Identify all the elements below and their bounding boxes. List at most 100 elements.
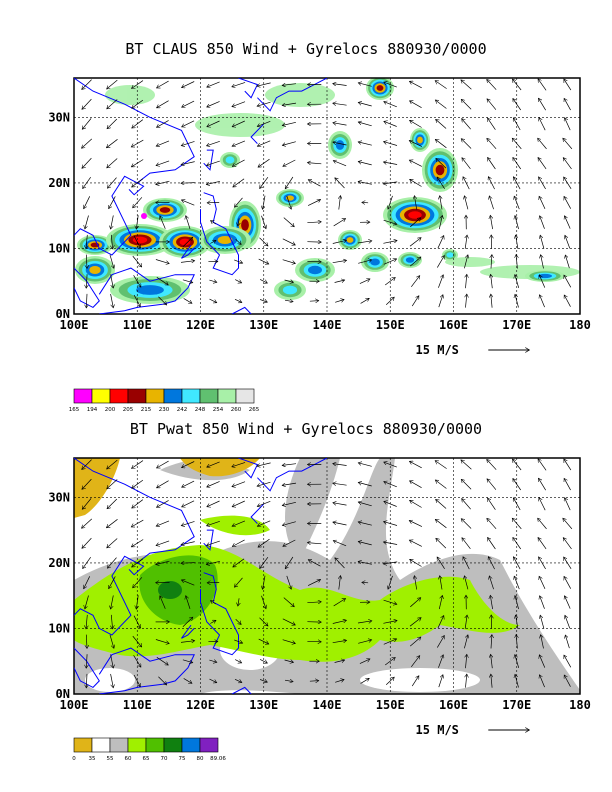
colorbar-label: 265 — [249, 407, 260, 413]
colorbar-swatch — [181, 388, 201, 404]
panel-2-gridlines — [74, 458, 580, 694]
wind-vector — [158, 676, 166, 685]
wind-vector — [539, 655, 546, 668]
wind-vector — [462, 119, 471, 130]
wind-vector — [462, 499, 471, 510]
wind-vector — [157, 120, 169, 127]
wind-vector — [156, 160, 170, 166]
wind-vector — [157, 80, 169, 88]
wind-vector — [383, 562, 398, 564]
colorbar-swatch — [163, 737, 183, 753]
colorbar-label: 0 — [72, 756, 76, 762]
wind-vector — [461, 519, 472, 529]
lon-tick-label: 120E — [186, 698, 215, 712]
wind-vector — [384, 657, 395, 666]
wind-vector — [461, 479, 472, 490]
wind-vector — [133, 674, 140, 687]
wind-vector — [384, 462, 397, 468]
colorbar-label: 60 — [125, 756, 132, 762]
wind-vector — [410, 481, 422, 489]
wind-vector — [436, 119, 447, 129]
wind-vector — [259, 279, 267, 283]
wind-vector — [563, 79, 572, 91]
wind-vector — [563, 459, 572, 471]
coastline — [74, 267, 100, 309]
wind-vector — [84, 576, 91, 589]
wind-vector — [232, 140, 246, 146]
cloud-contour — [159, 207, 171, 213]
wind-vector — [133, 197, 143, 208]
wind-vector — [384, 142, 398, 146]
wind-vector — [488, 118, 496, 130]
wind-vector — [260, 176, 269, 188]
wind-vector — [86, 254, 87, 269]
wind-vector — [282, 102, 297, 105]
coastline — [231, 306, 252, 314]
wind-vector — [285, 556, 294, 569]
wind-vector — [260, 556, 269, 568]
wind-vector — [235, 239, 242, 244]
wind-vector — [282, 84, 297, 86]
wind-vector — [132, 255, 142, 267]
wind-vector — [514, 576, 520, 590]
wind-vector — [86, 654, 87, 668]
wind-vector — [464, 255, 468, 269]
wind-vector — [436, 538, 447, 549]
colorbar-label: 165 — [69, 407, 80, 413]
coastline — [250, 503, 265, 524]
wind-vector — [180, 641, 195, 643]
wind-vector — [263, 575, 266, 590]
lon-tick-label: 120E — [186, 318, 215, 332]
wind-vector — [285, 176, 294, 189]
panel-2-title: BT Pwat 850 Wind + Gyrelocs 880930/0000 — [129, 420, 483, 438]
coastline — [203, 149, 214, 171]
wind-vector — [464, 635, 468, 649]
wind-vector — [435, 100, 447, 109]
panel-1-map — [75, 78, 580, 304]
panel-1-wind-vectors — [82, 79, 573, 308]
wind-vector — [358, 502, 372, 507]
wind-vector — [466, 274, 467, 289]
wind-vector — [409, 81, 422, 89]
wind-vector — [133, 235, 141, 248]
wind-vector — [411, 656, 420, 668]
wind-vector — [257, 101, 271, 106]
wind-vector — [384, 501, 397, 507]
wind-vector — [565, 635, 570, 649]
wind-vector — [435, 81, 447, 89]
cloud-contour — [136, 285, 164, 295]
wind-vector — [513, 99, 521, 111]
coastline — [74, 78, 195, 256]
wind-vector — [207, 481, 220, 487]
wind-vector — [360, 298, 370, 304]
colorbar-label: 80 — [197, 756, 204, 762]
colorbar-label: 194 — [87, 407, 98, 413]
wind-vector — [107, 118, 118, 129]
wind-vector — [564, 275, 572, 288]
wind-vector — [438, 275, 443, 288]
wind-vector — [107, 498, 118, 509]
wind-vector — [182, 617, 193, 627]
colorbar-label: 248 — [195, 407, 206, 413]
wind-vector — [109, 196, 116, 208]
lon-tick-label: 160E — [439, 698, 468, 712]
wind-vector — [410, 101, 422, 109]
wind-vector — [211, 601, 216, 605]
wind-vector — [464, 196, 469, 210]
wind-vector — [410, 499, 422, 508]
wind-vector — [86, 634, 87, 649]
wind-vector — [335, 558, 345, 569]
wind-vector — [513, 157, 521, 170]
wind-vector — [182, 500, 195, 507]
wind-vector — [155, 639, 169, 644]
lon-tick-label: 140E — [313, 698, 342, 712]
wind-vector — [232, 101, 246, 107]
colorbar-label: 200 — [105, 407, 116, 413]
wind-vector — [539, 275, 546, 288]
wind-vector — [466, 674, 467, 688]
wind-vector — [488, 557, 495, 570]
wind-vector — [82, 157, 92, 168]
wind-vector — [209, 280, 217, 282]
colorbar-swatch — [73, 388, 93, 404]
wind-vector — [207, 160, 220, 165]
